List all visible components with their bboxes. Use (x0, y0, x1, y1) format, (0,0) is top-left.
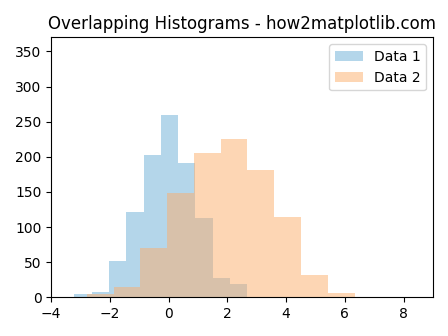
Bar (328, 293, 355, 297)
Bar (194, 153, 221, 297)
Bar (92, 292, 109, 297)
Bar (126, 212, 144, 297)
Bar (247, 170, 274, 297)
Bar (161, 115, 178, 297)
Bar (109, 261, 126, 297)
Bar (140, 248, 167, 297)
Title: Overlapping Histograms - how2matplotlib.com: Overlapping Histograms - how2matplotlib.… (48, 15, 436, 33)
Bar (274, 217, 301, 297)
Bar (144, 155, 161, 297)
Bar (301, 276, 328, 297)
Bar (178, 163, 195, 297)
Bar (167, 193, 194, 297)
Bar (213, 278, 230, 297)
Bar (114, 287, 140, 297)
Bar (195, 218, 213, 297)
Bar (221, 138, 247, 297)
Legend: Data 1, Data 2: Data 1, Data 2 (329, 44, 426, 90)
Bar (230, 284, 247, 297)
Bar (74, 294, 92, 297)
Bar (87, 294, 114, 297)
